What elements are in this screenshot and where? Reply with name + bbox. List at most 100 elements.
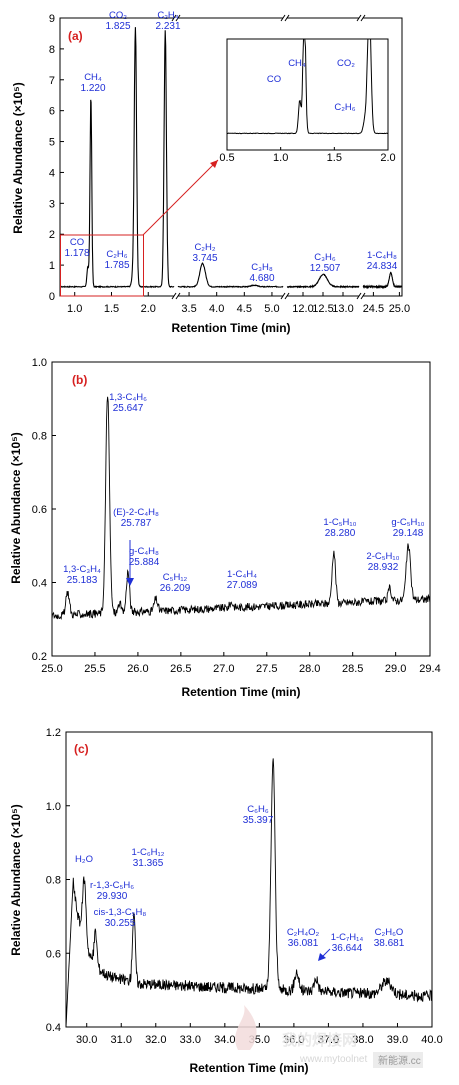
- panel-a-x-tick-label: 3.5: [181, 303, 196, 315]
- peak-label-retention: 38.681: [374, 938, 405, 949]
- panel-c-trace: [65, 758, 433, 1028]
- panel-b-y-tick-label: 0.6: [32, 504, 47, 516]
- panel-c-x-tick-label: 38.0: [352, 1034, 373, 1046]
- peak-label-name: C₂H₄O₂: [287, 927, 320, 938]
- peak-label-retention: 12.507: [310, 263, 341, 274]
- inset-x-tick-label: 1.0: [273, 152, 288, 164]
- panel-a-x-tick-label: 12.0: [292, 303, 313, 315]
- panel-c-y-ticks: 0.4 0.6 0.8 1.0 1.2: [46, 727, 70, 1034]
- peak-label-retention: 2.231: [155, 21, 180, 32]
- panel-c-y-tick-label: 0.8: [46, 875, 61, 887]
- panel-b-x-tick-label: 29.4: [419, 663, 440, 675]
- watermark-url: www.mytoolnet: [299, 1054, 367, 1065]
- peak-label-retention: 29.930: [97, 891, 128, 902]
- peak-pointer-arrow-head: [318, 953, 326, 961]
- inset-plot: 0.5 1.0 1.5 2.0 CO CH₄ CO₂ C₂H₆: [219, 38, 396, 164]
- watermark-flame-icon: [235, 1005, 257, 1050]
- panel-b-y-tick-label: 0.8: [32, 431, 47, 443]
- peak-label-name: CO: [70, 237, 84, 248]
- panel-a-trace-segment: [362, 271, 403, 290]
- peak-label-retention: 4.680: [249, 273, 274, 284]
- zoom-arrow: [142, 159, 219, 236]
- peak-pointer-arrow-head: [126, 578, 134, 586]
- axis-break-mark: [284, 292, 290, 300]
- peak-label-name: 1-C₄H₈: [367, 250, 397, 261]
- panel-b-x-tick-label: 25.0: [41, 663, 62, 675]
- peak-label-retention: 1.825: [105, 21, 130, 32]
- axis-break-mark: [171, 14, 177, 22]
- panel-a-x-axis-label: Retention Time (min): [171, 321, 290, 335]
- inset-peak-label: CH₄: [288, 58, 306, 69]
- axis-break-mask: [359, 14, 363, 22]
- peak-label-retention: 28.932: [368, 562, 399, 573]
- axis-break-mark: [360, 292, 366, 300]
- peak-label-name: C₂H₆: [106, 249, 127, 260]
- panel-c-y-tick-label: 0.6: [46, 948, 61, 960]
- peak-label-name: r-1,3-C₅H₆: [90, 880, 134, 891]
- panel-c-x-tick-label: 39.0: [387, 1034, 408, 1046]
- panel-a-traces: [59, 27, 403, 290]
- panel-a-y-tick-label: 5: [49, 137, 55, 149]
- panel-c-x-tick-label: 34.0: [214, 1034, 235, 1046]
- panel-a-peak-labels: CO1.178CH₄1.220C₂H₆1.785CO₂1.825C₂H₄2.23…: [64, 10, 397, 284]
- peak-label-retention: 27.089: [227, 580, 258, 591]
- peak-label-name: 1,3-C₃H₄: [63, 564, 101, 575]
- peak-label-name: 1-C₄H₄: [227, 569, 257, 580]
- panel-a-x-tick-label: 13.0: [332, 303, 353, 315]
- peak-label-name: 2-C₅H₁₀: [366, 551, 399, 562]
- panel-b-x-tick-label: 28.0: [299, 663, 320, 675]
- panel-a-y-ticks: 0 1 2 3 4 5 6 7 8 9: [49, 13, 64, 303]
- panel-a-x-tick-label: 24.5: [363, 303, 384, 315]
- peak-label-retention: 1.785: [104, 260, 129, 271]
- panel-a-x-tick-label: 4.5: [237, 303, 252, 315]
- panel-a: (a) 0 1 2 3 4 5 6 7 8 9 1.0 1.5 2.0 3.5 4.0 4.5 5.0 12.0…: [11, 10, 410, 335]
- panel-b-y-axis-label: Relative Abundance (×10⁵): [9, 432, 23, 584]
- watermark-badge-text: 新能源.cc: [378, 1054, 421, 1067]
- panel-a-x-tick-label: 4.0: [209, 303, 224, 315]
- panel-c-x-tick-label: 37.0: [318, 1034, 339, 1046]
- panel-a-axis-breaks: [171, 14, 366, 301]
- peak-label-retention: 3.745: [192, 253, 217, 264]
- panel-a-y-tick-label: 3: [49, 198, 55, 210]
- peak-label-name: g-C₅H₁₀: [391, 517, 424, 528]
- panel-b-x-tick-label: 29.0: [385, 663, 406, 675]
- inset-x-tick-label: 1.5: [327, 152, 342, 164]
- panel-a-x-ticks: 1.0 1.5 2.0 3.5 4.0 4.5 5.0 12.012.513.0 24.5 25.…: [67, 292, 410, 315]
- axis-break-mark: [280, 292, 286, 300]
- panel-b-y-tick-label: 1.0: [32, 357, 47, 369]
- inset-x-tick-label: 0.5: [219, 152, 234, 164]
- peak-label-retention: 36.644: [332, 943, 363, 954]
- panel-b-x-axis-label: Retention Time (min): [181, 685, 300, 699]
- panel-a-x-tick-label: 5.0: [264, 303, 279, 315]
- inset-peak-label: CO₂: [337, 58, 355, 69]
- panel-b-x-tick-label: 27.0: [213, 663, 234, 675]
- panel-a-y-axis-label: Relative Abundance (×10⁵): [11, 82, 25, 234]
- panel-c-x-tick-label: 31.0: [111, 1034, 132, 1046]
- peak-label-retention: 24.834: [367, 261, 398, 272]
- axis-break-mask: [359, 291, 363, 301]
- watermark: 我的焊接网 www.mytoolnet 新能源.cc: [235, 1005, 423, 1068]
- panel-b-y-tick-label: 0.4: [32, 578, 47, 590]
- panel-c-x-tick-label: 36.0: [283, 1034, 304, 1046]
- panel-a-y-tick-label: 1: [49, 260, 55, 272]
- axis-break-mark: [356, 14, 362, 22]
- panel-a-y-tick-label: 4: [49, 167, 55, 179]
- panel-c-x-tick-label: 40.0: [421, 1034, 442, 1046]
- peak-label-name: CH₄: [84, 72, 102, 83]
- peak-label-name: C₃H₈: [251, 262, 273, 273]
- panel-b: (b) 0.2 0.4 0.6 0.8 1.0 25.0 25.5 26.0 26.5 27.0…: [9, 357, 441, 699]
- peak-label-name: 1-C₇H₁₄: [331, 932, 364, 943]
- peak-label-name: 1-C₆H₁₂: [132, 847, 165, 858]
- panel-a-trace-segment: [286, 273, 360, 289]
- inset-peak-label: CO: [267, 74, 281, 85]
- axis-break-mark: [175, 292, 181, 300]
- peak-label-retention: 28.280: [325, 528, 356, 539]
- panel-a-label: (a): [68, 29, 83, 43]
- axis-break-mask: [283, 291, 287, 301]
- peak-label-retention: 25.884: [129, 557, 160, 568]
- peak-label-retention: 25.647: [113, 403, 144, 414]
- zoom-region-box: [60, 234, 144, 297]
- panel-a-trace-segment: [59, 27, 175, 289]
- panel-c-x-tick-label: 30.0: [76, 1034, 97, 1046]
- axis-break-mark: [284, 14, 290, 22]
